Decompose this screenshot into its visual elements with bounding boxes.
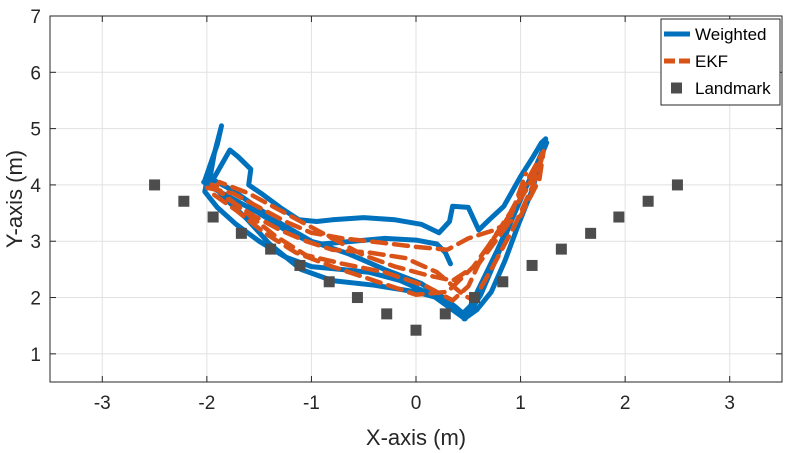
- landmark-marker: [671, 179, 683, 191]
- x-tick-label: 0: [411, 393, 422, 414]
- y-tick-label: 7: [30, 7, 41, 28]
- x-tick-label: 1: [515, 393, 526, 414]
- landmark-marker: [439, 308, 451, 320]
- x-tick-label: 2: [620, 393, 631, 414]
- landmark-marker: [585, 227, 597, 239]
- x-axis-label: X-axis (m): [366, 425, 466, 450]
- y-tick-label: 2: [30, 289, 41, 310]
- series-layer: [149, 123, 683, 336]
- landmark-marker: [526, 259, 538, 271]
- x-tick-label: 3: [724, 393, 735, 414]
- ekf-series-line: [204, 148, 546, 303]
- landmark-marker: [613, 211, 625, 223]
- landmark-marker: [381, 308, 393, 320]
- legend-label-weighted: Weighted: [695, 25, 767, 44]
- landmark-marker: [323, 276, 335, 288]
- landmark-marker: [265, 243, 277, 255]
- landmark-marker: [207, 211, 219, 223]
- ticks: -3 -2 -1 0 1 2 3 1 2 3 4 5 6 7: [30, 7, 782, 414]
- legend-label-ekf: EKF: [695, 52, 728, 71]
- landmark-marker: [351, 292, 363, 304]
- landmark-marker: [178, 195, 190, 207]
- y-tick-label: 4: [30, 176, 41, 197]
- landmark-marker: [469, 292, 481, 304]
- legend-label-landmark: Landmark: [695, 79, 771, 98]
- landmark-marker: [555, 243, 567, 255]
- landmark-marker: [410, 324, 422, 336]
- landmark-marker: [294, 259, 306, 271]
- landmark-marker: [497, 276, 509, 288]
- y-tick-label: 6: [30, 63, 41, 84]
- legend: Weighted EKF Landmark: [660, 18, 781, 106]
- landmark-marker: [149, 179, 161, 191]
- landmark-marker: [642, 195, 654, 207]
- legend-marker-landmark: [671, 82, 682, 94]
- y-tick-label: 3: [30, 232, 41, 253]
- weighted-series-line: [201, 123, 550, 322]
- y-tick-label: 1: [30, 345, 41, 366]
- x-tick-label: -2: [198, 393, 215, 414]
- x-tick-label: -1: [303, 393, 320, 414]
- y-tick-label: 5: [30, 120, 41, 141]
- landmark-marker: [235, 227, 247, 239]
- x-tick-label: -3: [94, 393, 111, 414]
- y-axis-label: Y-axis (m): [2, 150, 27, 248]
